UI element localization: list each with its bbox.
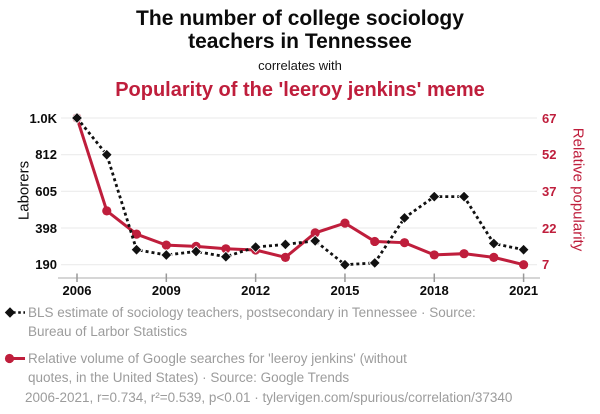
data-point-teachers	[71, 112, 83, 124]
legend-label-line: BLS estimate of sociology teachers, post…	[28, 305, 476, 320]
data-point-popularity	[131, 229, 142, 239]
title-block: The number of college sociology teachers…	[0, 7, 600, 102]
data-point-teachers	[428, 190, 441, 203]
legend-label: BLS estimate of sociology teachers, post…	[28, 303, 476, 341]
data-point-teachers	[487, 237, 500, 250]
data-point-teachers	[517, 243, 530, 256]
data-point-popularity	[429, 250, 439, 260]
data-point-popularity	[221, 244, 231, 254]
data-point-teachers	[458, 190, 471, 203]
data-point-teachers	[398, 211, 411, 224]
data-point-popularity	[370, 236, 380, 247]
data-point-teachers	[130, 243, 143, 256]
data-point-popularity	[489, 252, 499, 262]
data-point-teachers	[368, 256, 381, 269]
legend-item-popularity: Relative volume of Google searches for '…	[3, 349, 592, 387]
data-point-teachers	[249, 241, 262, 254]
data-point-teachers	[338, 258, 351, 271]
series-line-teachers	[75, 117, 524, 267]
left-axis-title: Laborers	[15, 160, 33, 221]
data-point-popularity	[310, 228, 320, 238]
data-point-teachers	[309, 234, 322, 247]
data-point-teachers	[190, 245, 203, 258]
legend: BLS estimate of sociology teachers, post…	[3, 303, 592, 407]
legend-label-line: Bureau of Larbor Statistics	[28, 324, 188, 339]
data-point-teachers	[279, 238, 292, 251]
data-point-popularity	[518, 260, 529, 270]
right-axis-title: Relative popularity	[569, 127, 587, 252]
data-point-popularity	[340, 218, 350, 228]
legend-label: Relative volume of Google searches for '…	[28, 349, 407, 387]
data-point-popularity	[161, 240, 171, 250]
legend-label-line: quotes, in the United States) · Source: …	[28, 370, 350, 385]
stats-footer: 2006-2021, r=0.734, r²=0.539, p<0.01 · t…	[25, 390, 513, 405]
page-title: The number of college sociology teachers…	[136, 7, 464, 53]
data-point-popularity	[280, 252, 291, 262]
legend-item-teachers: BLS estimate of sociology teachers, post…	[3, 303, 592, 341]
circle-solid-line-icon	[4, 353, 25, 364]
data-point-popularity	[399, 238, 410, 248]
series-line-popularity	[75, 117, 524, 267]
data-point-teachers	[219, 250, 232, 263]
legend-label-line: Relative volume of Google searches for '…	[28, 351, 407, 366]
correlates-with-text: correlates with	[258, 58, 342, 73]
data-point-popularity	[459, 249, 469, 259]
data-point-popularity	[102, 206, 112, 216]
data-point-teachers	[100, 148, 113, 161]
diamond-dotted-line-icon	[4, 307, 25, 318]
data-point-teachers	[160, 249, 173, 261]
chart-subtitle: Popularity of the 'leeroy jenkins' meme	[115, 79, 485, 101]
